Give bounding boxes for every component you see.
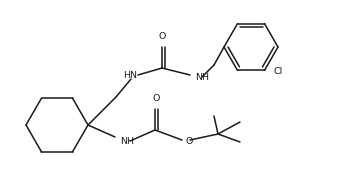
Text: O: O <box>152 94 160 103</box>
Text: Cl: Cl <box>273 67 283 76</box>
Text: NH: NH <box>120 137 134 146</box>
Text: O: O <box>158 32 166 41</box>
Text: HN: HN <box>123 72 137 81</box>
Text: O: O <box>186 137 193 146</box>
Text: NH: NH <box>195 72 209 82</box>
